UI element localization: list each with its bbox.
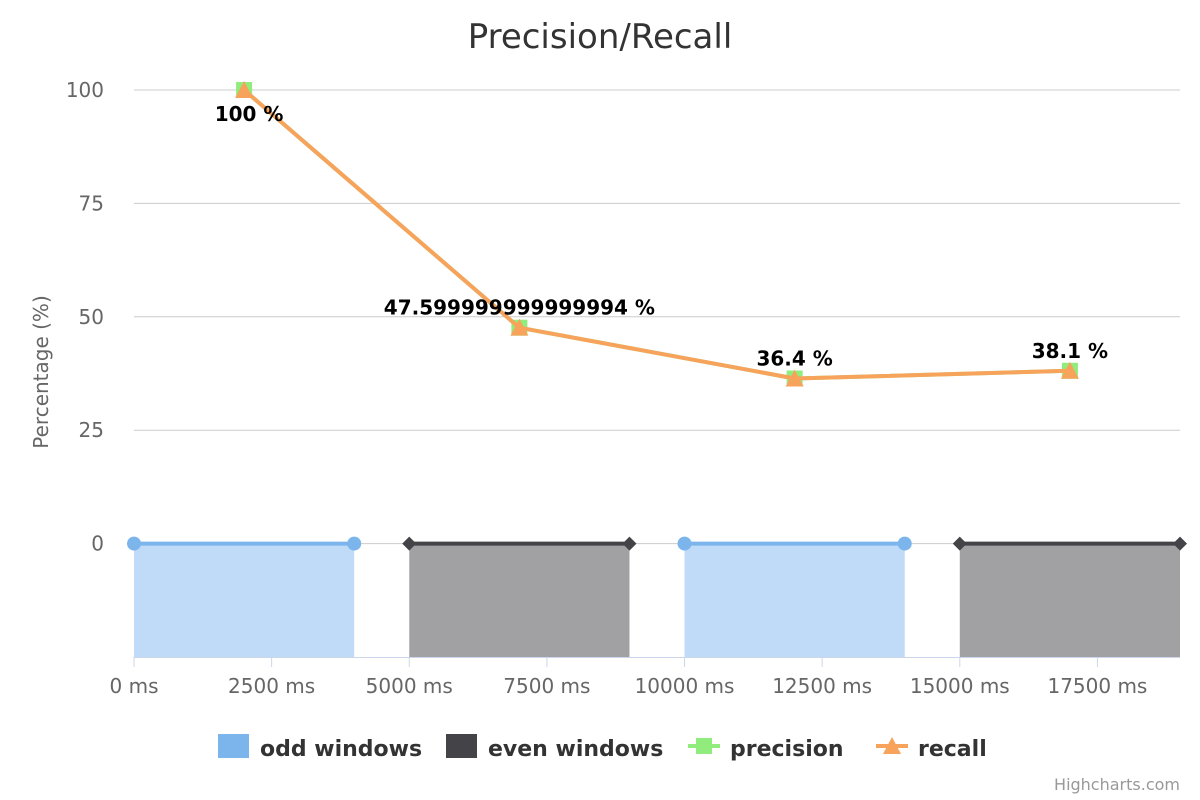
odd-windows-point[interactable] — [897, 536, 912, 551]
even-windows-point[interactable] — [622, 536, 637, 551]
even-windows-point[interactable] — [402, 536, 417, 551]
odd-windows-area — [134, 543, 355, 657]
x-tick-label: 10000 ms — [635, 674, 735, 698]
data-label: 38.1 % — [1032, 339, 1108, 363]
legend-label-even-windows: even windows — [488, 737, 663, 762]
series-lines — [127, 81, 1187, 551]
even-windows-point[interactable] — [1173, 536, 1187, 551]
even-windows-point[interactable] — [952, 536, 967, 551]
y-axis-label: Percentage (%) — [29, 295, 53, 448]
legend-item-recall[interactable]: recall — [876, 737, 987, 762]
legend-item-even-windows[interactable]: even windows — [446, 734, 663, 762]
y-tick-label: 50 — [79, 305, 104, 329]
data-label: 47.599999999999994 % — [384, 296, 655, 320]
y-tick-label: 25 — [79, 418, 104, 442]
recall-point[interactable] — [1060, 361, 1079, 379]
precision-line — [242, 88, 1070, 381]
x-tick-label: 15000 ms — [910, 674, 1010, 698]
x-tick-label: 5000 ms — [366, 674, 453, 698]
odd-windows-legend-swatch — [218, 734, 249, 758]
credits-link[interactable]: Highcharts.com — [1054, 775, 1180, 794]
x-axis-ticks: 0 ms 2500 ms 5000 ms 7500 ms 10000 ms 12500 m… — [110, 657, 1147, 698]
odd-windows-point[interactable] — [677, 536, 692, 551]
grid-lines — [134, 89, 1180, 545]
recall-line — [242, 88, 1070, 381]
y-axis-ticks: 0 25 50 75 100 — [66, 78, 104, 556]
chart-title: Precision/Recall — [468, 17, 733, 57]
x-tick-label: 12500 ms — [772, 674, 872, 698]
even-windows-area — [409, 543, 630, 657]
legend-item-precision[interactable]: precision — [688, 737, 844, 762]
x-tick-label: 17500 ms — [1047, 674, 1147, 698]
legend-label-odd-windows: odd windows — [260, 737, 422, 762]
x-tick-label: 2500 ms — [228, 674, 315, 698]
even-windows-legend-swatch — [446, 734, 477, 758]
data-label: 100 % — [215, 102, 284, 126]
legend-item-odd-windows[interactable]: odd windows — [218, 734, 422, 762]
legend: odd windows even windows precision recal… — [218, 734, 987, 762]
data-label: 36.4 % — [756, 346, 832, 370]
x-tick-label: 7500 ms — [503, 674, 590, 698]
recall-point[interactable] — [785, 369, 804, 387]
even-windows-area — [959, 543, 1180, 657]
recall-legend-marker — [883, 737, 901, 754]
recall-point[interactable] — [235, 81, 254, 98]
recall-point[interactable] — [510, 318, 529, 336]
x-tick-label: 0 ms — [110, 674, 159, 698]
y-tick-label: 75 — [79, 191, 104, 215]
odd-windows-point[interactable] — [347, 536, 362, 551]
odd-windows-area — [684, 543, 905, 657]
precision-legend-marker — [696, 738, 712, 754]
legend-label-recall: recall — [918, 737, 987, 762]
legend-label-precision: precision — [730, 737, 844, 762]
window-areas — [134, 543, 1180, 657]
y-tick-label: 100 — [66, 78, 104, 102]
data-labels: 100 % 47.599999999999994 % 36.4 % 38.1 % — [215, 102, 1108, 370]
y-tick-label: 0 — [91, 532, 104, 556]
odd-windows-point[interactable] — [127, 536, 141, 551]
